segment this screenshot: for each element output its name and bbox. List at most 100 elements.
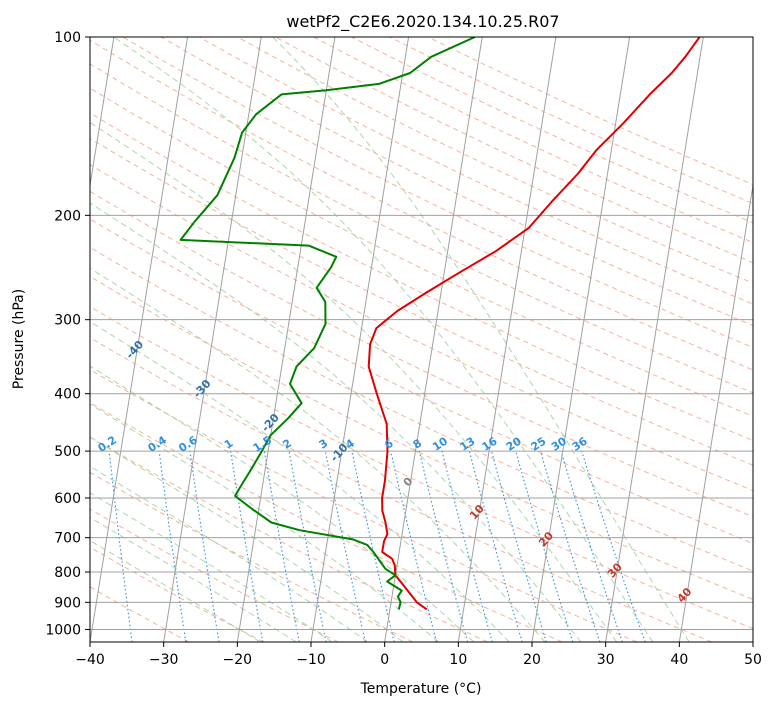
isotherm: [457, 37, 557, 642]
mixing-ratio-line: [490, 450, 547, 642]
x-tick-label: 0: [380, 652, 389, 668]
mixing-ratio-label: 3: [317, 437, 331, 452]
y-tick-label: 400: [54, 387, 81, 403]
isotherm: [384, 37, 483, 642]
mixing-ratio-line: [324, 450, 366, 642]
dry-adiabat: [275, 37, 753, 264]
moist-adiabat: [90, 436, 404, 642]
mixing-ratio-line: [189, 451, 220, 642]
x-tick-label: −20: [223, 652, 253, 668]
mixing-ratio-line: [560, 450, 623, 642]
dry-adiabat: [237, 37, 753, 284]
x-axis-label: Temperature (°C): [360, 681, 482, 697]
y-tick-label: 1000: [45, 622, 81, 638]
isotherm: [531, 37, 631, 642]
dry-adiabat: [427, 37, 753, 186]
x-tick-label: −30: [149, 652, 179, 668]
dry-adiabat: [90, 218, 753, 544]
x-tick-label: 20: [523, 652, 541, 668]
plot-frame: [89, 36, 754, 643]
mixing-ratio-line: [418, 450, 469, 642]
dry-adiabat-label: -30: [191, 377, 214, 401]
isotherm: [605, 37, 704, 642]
mixing-ratio-line: [230, 451, 264, 642]
moist-adiabat: [90, 516, 297, 642]
dry-adiabat: [90, 87, 753, 417]
isotherm: [90, 37, 115, 189]
moist-adiabat: [90, 539, 261, 642]
line-annotations: 0.10.20.40.611.52346810131620253036-100-…: [0, 252, 695, 606]
isotherm: [90, 37, 189, 642]
dry-adiabat: [90, 471, 414, 642]
y-axis: 100 200 300 400 500 600 700 800 900 1000: [45, 30, 90, 638]
moist-adiabat: [272, 37, 690, 642]
mixing-ratio-line: [390, 450, 437, 642]
dry-adiabat: [90, 190, 753, 518]
mixing-ratio-line: [581, 450, 646, 642]
dry-adiabat: [90, 163, 753, 492]
dry-adiabat: [90, 63, 753, 394]
mixing-ratio-line: [158, 451, 187, 642]
series-line-dewpoint: [179, 37, 476, 610]
y-tick-label: 200: [54, 208, 81, 224]
moist-adiabat: [90, 465, 368, 642]
y-tick-label: 900: [54, 595, 81, 611]
dry-adiabat: [90, 546, 264, 642]
dry-adiabat: [90, 275, 753, 600]
x-tick-label: −40: [75, 652, 105, 668]
mixing-ratio-line: [539, 450, 601, 642]
dry-adiabat-label: 10: [467, 502, 487, 522]
y-tick-label: 100: [54, 30, 81, 46]
x-axis: −40 −30 −20 −10 0 10 20 30 40 50: [75, 642, 762, 668]
grid-lines: [90, 37, 753, 642]
mixing-ratio-line: [468, 450, 523, 642]
dry-adiabat: [90, 402, 563, 642]
y-tick-label: 600: [54, 491, 81, 507]
isotherm: [163, 37, 262, 642]
moist-adiabat: [90, 267, 546, 642]
dry-adiabat-label: -60: [0, 252, 13, 276]
y-axis-label: Pressure (hPa): [11, 289, 27, 389]
moist-adiabat: [90, 403, 439, 642]
y-tick-label: 700: [54, 531, 81, 547]
moist-adiabat: [90, 365, 475, 642]
moist-adiabat: [90, 320, 510, 642]
dry-adiabat: [90, 586, 190, 642]
mixing-ratio-label: 6: [382, 436, 396, 451]
dry-adiabat-label: 20: [536, 529, 556, 549]
mixing-ratio-line: [288, 451, 327, 642]
dry-adiabat: [90, 337, 712, 642]
x-tick-label: 30: [597, 652, 615, 668]
chart-title: wetPf2_C2E6.2020.134.10.25.R07: [286, 12, 559, 32]
moist-adiabat: [113, 37, 654, 642]
x-tick-label: 10: [449, 652, 467, 668]
dry-adiabat-label: 30: [605, 560, 625, 580]
dry-adiabat: [389, 37, 753, 205]
series-lines: [179, 37, 701, 611]
x-tick-label: 50: [744, 652, 762, 668]
y-tick-label: 500: [54, 444, 81, 460]
isotherm: [678, 182, 753, 642]
mixing-ratio-line: [515, 450, 574, 642]
isotherm: [310, 37, 410, 642]
dry-adiabat: [90, 436, 488, 642]
mixing-ratio-label: 1: [222, 437, 236, 452]
dry-adiabat: [90, 137, 753, 466]
y-tick-label: 800: [54, 565, 81, 581]
dry-adiabat-label: 0: [401, 475, 416, 490]
isotherm: [752, 638, 753, 642]
isotherm: [236, 37, 336, 642]
dry-adiabat: [198, 37, 753, 305]
dry-adiabat-label: -40: [123, 338, 146, 362]
dry-adiabat: [351, 37, 753, 224]
dry-adiabat: [122, 37, 753, 348]
dry-adiabat: [90, 508, 339, 642]
x-tick-label: −10: [296, 652, 326, 668]
series-line-temperature: [367, 37, 701, 611]
x-tick-label: 40: [670, 652, 688, 668]
dry-adiabat-label: -20: [259, 411, 282, 435]
dry-adiabat: [90, 246, 753, 572]
dry-adiabat: [90, 306, 753, 630]
dry-adiabat: [90, 112, 753, 442]
